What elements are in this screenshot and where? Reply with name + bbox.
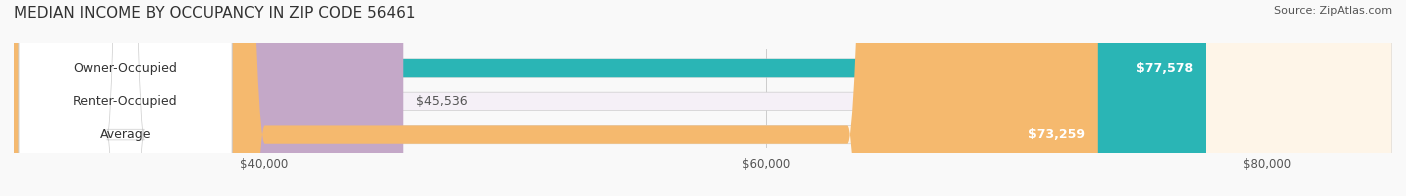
- Text: Average: Average: [100, 128, 152, 141]
- Text: Owner-Occupied: Owner-Occupied: [73, 62, 177, 74]
- FancyBboxPatch shape: [14, 0, 1206, 196]
- FancyBboxPatch shape: [14, 0, 1392, 196]
- FancyBboxPatch shape: [14, 0, 1098, 196]
- Text: $45,536: $45,536: [416, 95, 467, 108]
- FancyBboxPatch shape: [20, 0, 232, 196]
- Text: MEDIAN INCOME BY OCCUPANCY IN ZIP CODE 56461: MEDIAN INCOME BY OCCUPANCY IN ZIP CODE 5…: [14, 6, 416, 21]
- Text: Source: ZipAtlas.com: Source: ZipAtlas.com: [1274, 6, 1392, 16]
- FancyBboxPatch shape: [14, 0, 404, 196]
- Text: Renter-Occupied: Renter-Occupied: [73, 95, 177, 108]
- FancyBboxPatch shape: [20, 0, 232, 196]
- FancyBboxPatch shape: [14, 0, 1392, 196]
- FancyBboxPatch shape: [20, 0, 232, 196]
- FancyBboxPatch shape: [14, 0, 1392, 196]
- Text: $73,259: $73,259: [1028, 128, 1085, 141]
- Text: $77,578: $77,578: [1136, 62, 1194, 74]
